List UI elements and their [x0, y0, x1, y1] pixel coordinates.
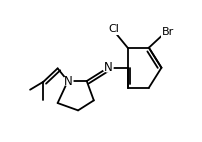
- Circle shape: [102, 63, 113, 72]
- Text: Cl: Cl: [108, 24, 119, 34]
- Circle shape: [62, 77, 73, 85]
- Text: Br: Br: [161, 27, 173, 37]
- Text: N: N: [63, 75, 72, 88]
- Text: N: N: [103, 61, 112, 74]
